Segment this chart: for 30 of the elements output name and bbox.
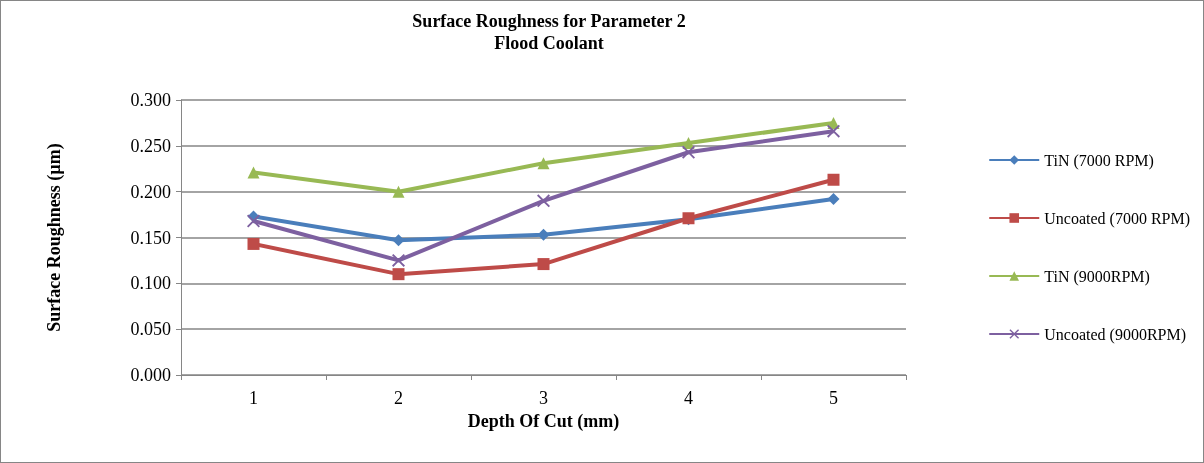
y-axis-title: Surface Roughness (µm): [44, 143, 65, 332]
point: [392, 185, 405, 198]
legend-label: TiN (9000RPM): [1044, 267, 1150, 286]
point: [247, 166, 260, 179]
point: [682, 145, 695, 159]
y-tick-label: 0.200: [130, 181, 171, 202]
point: [537, 258, 550, 271]
legend-label: TiN (7000 RPM): [1044, 151, 1154, 170]
x-tick-label: 1: [249, 388, 258, 408]
chart-title: Surface Roughness for Parameter 2: [412, 11, 686, 31]
point: [392, 253, 405, 267]
chart-subtitle: Flood Coolant: [494, 33, 604, 53]
x-tick-label: 3: [539, 388, 548, 408]
x-tick-label: 2: [394, 388, 403, 408]
point: [247, 237, 260, 250]
y-tick-label: 0.300: [130, 90, 171, 110]
y-tick-label: 0.150: [130, 227, 171, 248]
x-tick-label: 5: [829, 388, 838, 408]
legend-label: Uncoated (7000 RPM): [1044, 209, 1191, 228]
y-tick-label: 0.250: [130, 135, 171, 156]
point: [392, 268, 405, 281]
y-tick-label: 0.050: [130, 319, 171, 340]
point: [537, 157, 550, 170]
point: [827, 193, 840, 205]
x-axis-title: Depth Of Cut (mm): [467, 410, 620, 432]
point: [827, 173, 840, 186]
y-tick-label: 0.100: [130, 273, 171, 294]
y-tick-label: 0.000: [130, 365, 171, 385]
legend-label: Uncoated (9000RPM): [1044, 325, 1187, 344]
x-tick-label: 4: [684, 388, 693, 408]
